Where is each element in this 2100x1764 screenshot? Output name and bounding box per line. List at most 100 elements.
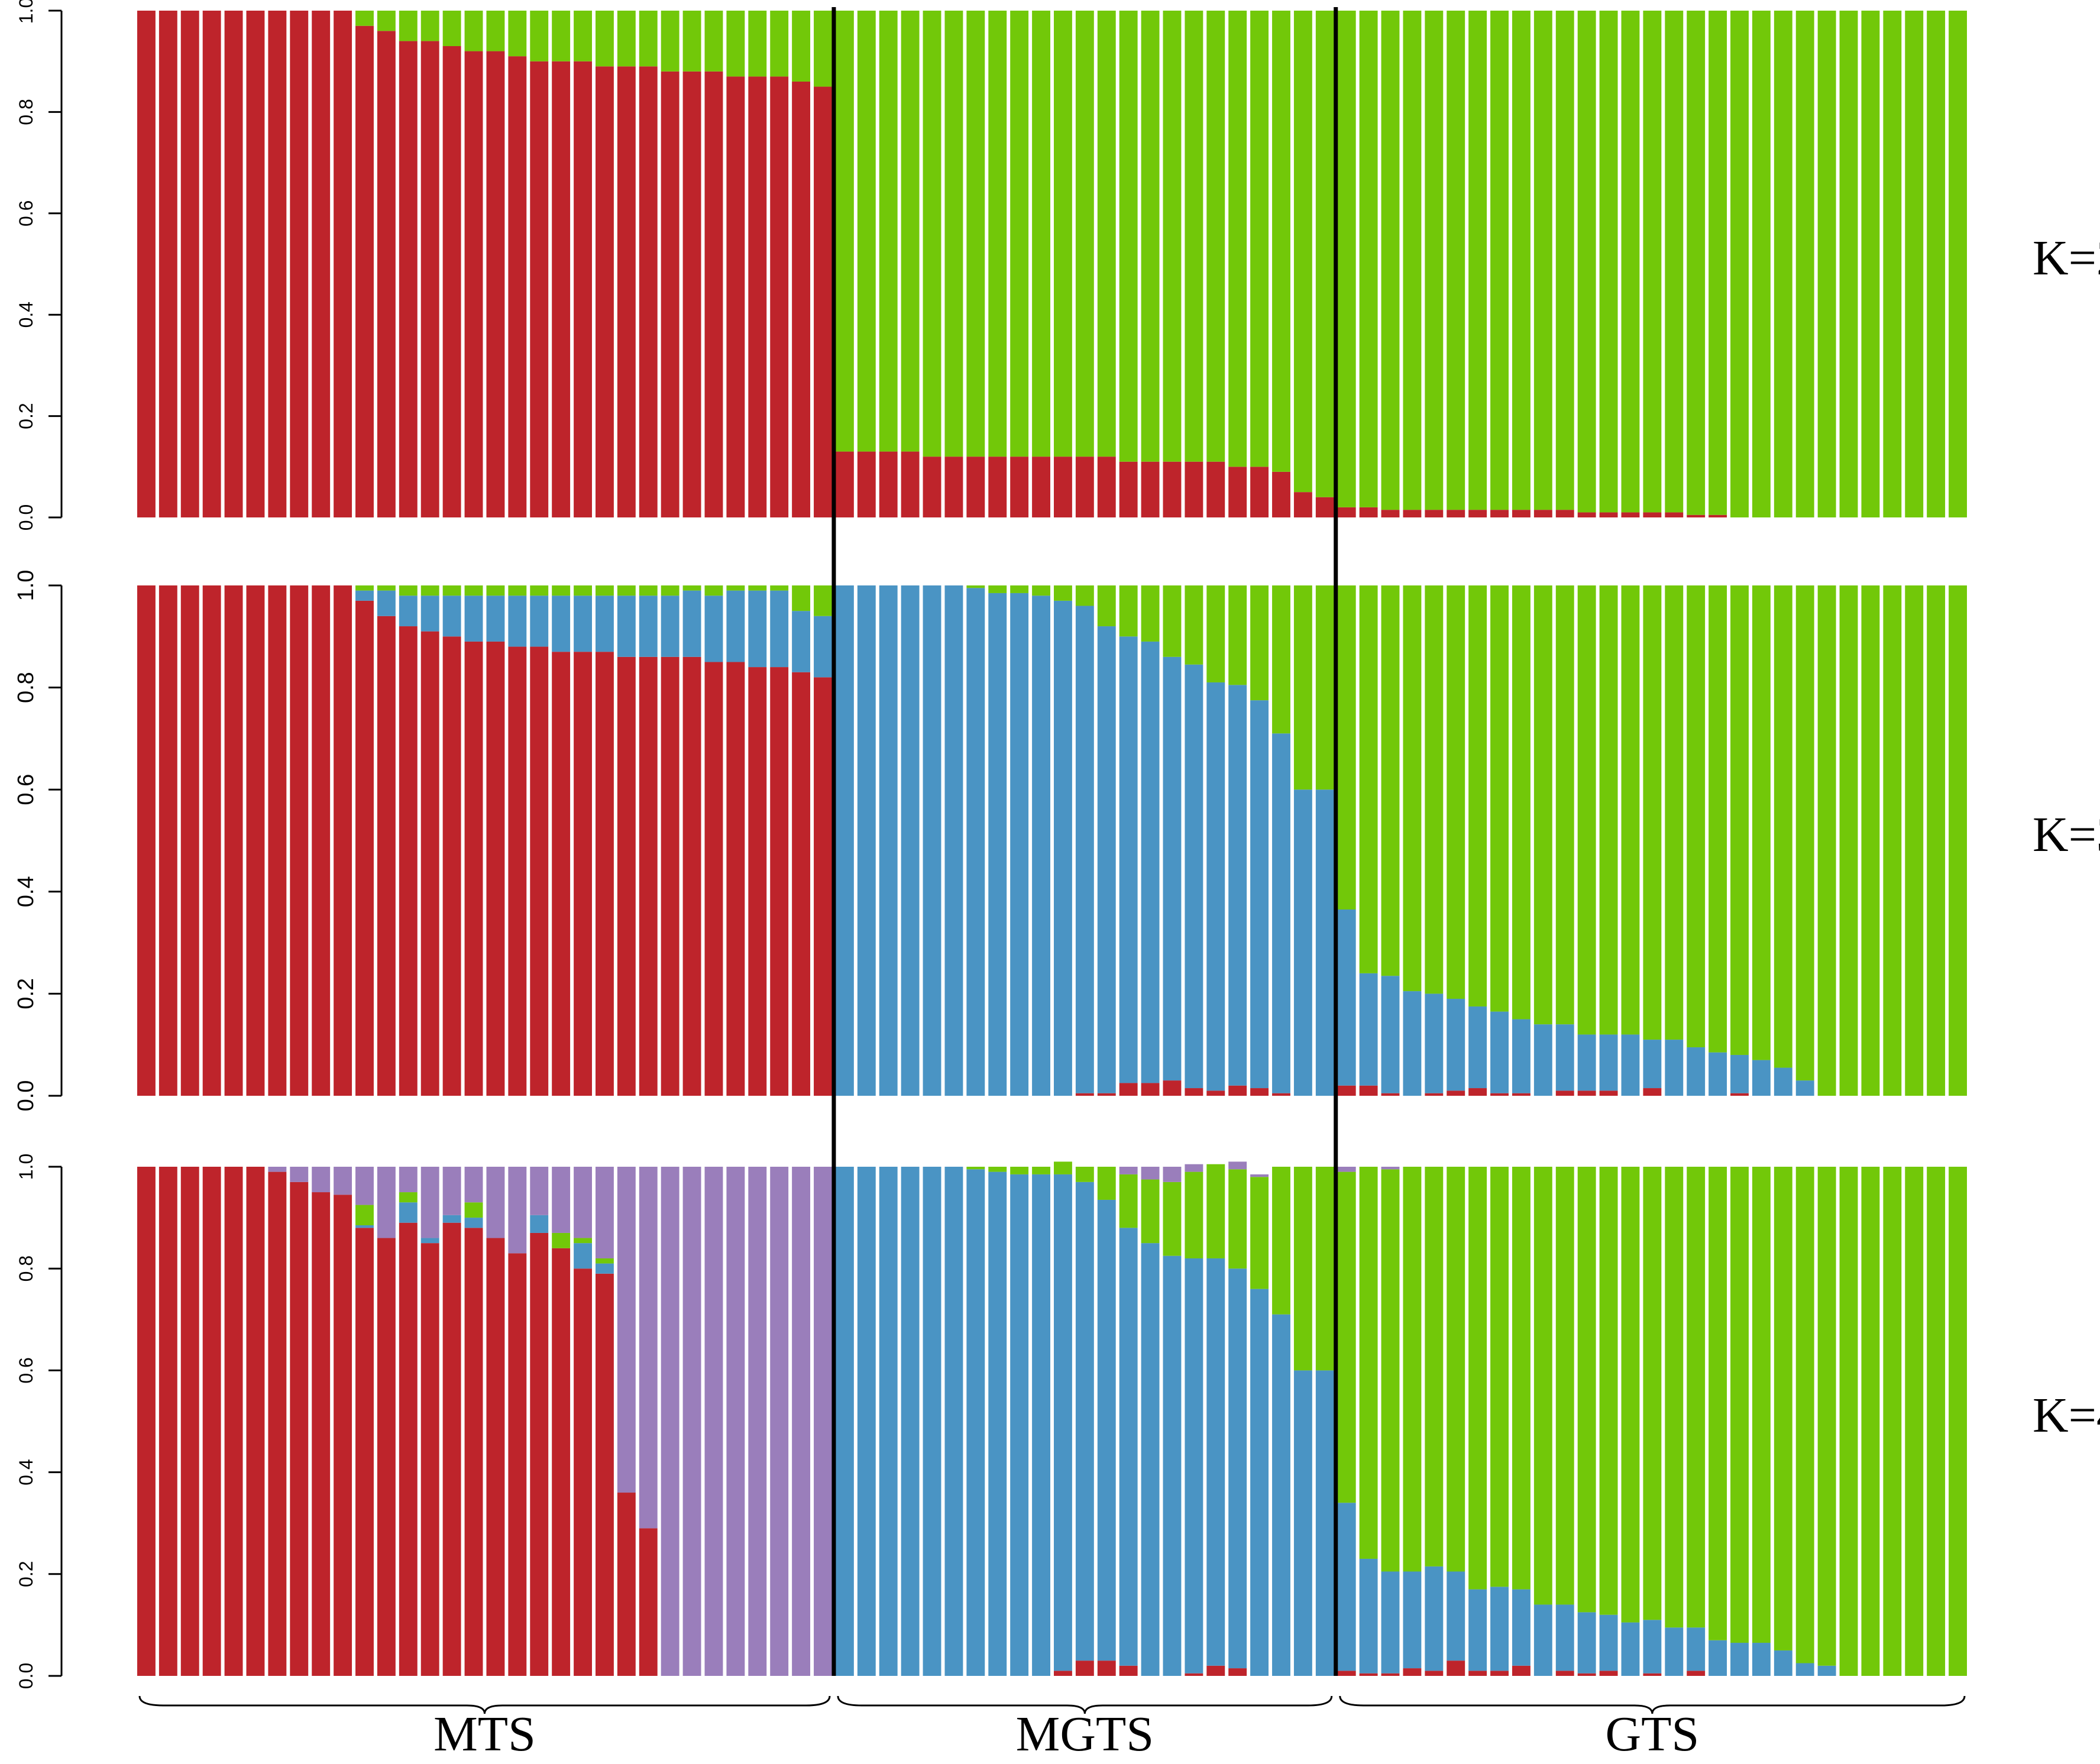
bar-segment [1097,1661,1116,1676]
bar-segment [1075,11,1094,457]
bar-segment [1403,1668,1422,1676]
bar-segment [857,451,876,517]
bar-segment [1665,11,1684,513]
bar-segment [574,652,592,1096]
bar-segment [1315,789,1334,1096]
bar-segment [1054,1671,1072,1676]
bar-segment [399,1222,418,1676]
bar-segment [835,585,854,1096]
bar-segment [1293,492,1312,517]
y-tick-label: 0.4 [14,876,38,907]
bar-segment [1883,1167,1902,1676]
bar-segment [596,652,614,1096]
bar-segment [1621,1167,1640,1623]
bar-segment [814,616,832,678]
bar-segment [442,1222,461,1676]
bar-segment [1447,510,1465,517]
bar-segment [1577,585,1596,1035]
bar-segment [1250,1177,1269,1289]
y-tick-label: 0.8 [15,99,37,125]
bar-segment [1010,585,1029,593]
bar-segment [464,641,483,1096]
bar-segment [1687,11,1706,515]
bar-segment [857,585,876,1096]
y-tick-label: 1.0 [14,570,38,601]
bar-segment [1141,641,1160,1083]
bar-segment [1643,1673,1662,1676]
y-axis: 0.0 0.2 0.4 0.6 0.8 1.0 [15,0,63,530]
bar-segment [464,1228,483,1676]
bar-segment [1447,1661,1465,1676]
bar-segment [857,11,876,452]
bar-segment [814,1167,832,1676]
bar-segment [1774,1650,1792,1676]
bar-segment [704,595,723,662]
bar-segment [1272,11,1290,472]
bar-segment [596,1258,614,1264]
bar-segment [1381,1093,1400,1096]
bar-segment [639,1167,658,1529]
bar-segment [1752,1643,1771,1676]
bar-segment [552,61,571,517]
bar-segment [1795,1663,1814,1676]
bar-segment [770,11,789,77]
bar-segment [1228,1268,1247,1669]
bar-segment [1425,585,1444,994]
bar-segment [1730,1093,1749,1096]
bar-segment [420,11,439,41]
bar-segment [1599,1671,1618,1676]
bar-segment [508,585,527,596]
bar-segment [508,1253,527,1676]
bar-segment [552,1232,571,1248]
bar-segment [1643,1620,1662,1674]
bar-segment [1795,11,1814,517]
bar-segment [1709,514,1727,518]
bar-segment [334,11,352,517]
bar-segment [442,1215,461,1223]
bar-segment [1163,1182,1182,1256]
bar-segment [1032,585,1050,596]
bar-segment [1359,1167,1378,1559]
bar-segment [966,1169,985,1676]
bar-segment [1403,1571,1422,1669]
bar-segment [835,11,854,452]
bar-segment [377,1167,396,1238]
bar-segment [1774,585,1792,1068]
bar-segment [1250,585,1269,701]
bar-segment [552,652,571,1096]
bar-segment [661,71,679,518]
bar-segment [923,585,941,1096]
group-label-mgts: MGTS [1016,1707,1154,1762]
bar-segment [399,626,418,1096]
bar-segment [596,66,614,517]
bar-segment [1447,585,1465,999]
bar-segment [1403,585,1422,992]
bar-segment [879,585,898,1096]
bar-segment [1250,467,1269,517]
bar-segment [508,646,527,1096]
bar-segment [1621,585,1640,1035]
bar-segment [1687,1627,1706,1671]
bar-segment [1097,585,1116,627]
bar-segment [1533,585,1552,1025]
bar-segment [1097,626,1116,1093]
bar-segment [574,1268,592,1676]
bar-segment [1555,1024,1574,1091]
bar-segment [1032,1174,1050,1676]
bar-segment [530,1232,549,1676]
bar-segment [1599,512,1618,517]
bar-segment [1163,656,1182,1081]
bar-segment [1075,1167,1094,1182]
bar-segment [726,662,745,1096]
bar-segment [770,585,789,591]
bar-segment [1730,585,1749,1055]
bar-segment [1643,1088,1662,1096]
bar-segment [682,71,701,518]
bar-segment [1861,585,1880,1096]
bar-segment [639,656,658,1096]
bar-segment [1315,1167,1334,1371]
bar-segment [1621,11,1640,513]
bar-segment [596,1263,614,1274]
bar-segment [1555,1090,1574,1096]
bar-segment [1032,1167,1050,1174]
